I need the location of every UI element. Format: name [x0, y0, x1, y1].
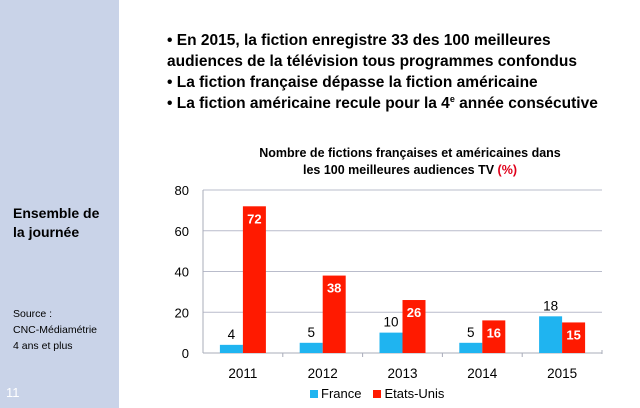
data-label-france: 4	[228, 327, 236, 342]
bullet-text: • La fiction américaine recule pour la 4	[167, 95, 450, 112]
chart-title-line1: Nombre de fictions françaises et américa…	[259, 146, 561, 160]
bar-etats-unis	[242, 206, 266, 353]
source-line: 4 ans et plus	[13, 340, 73, 352]
data-label-etats-unis: 16	[487, 325, 501, 340]
bullet-line: audiences de la télévision tous programm…	[167, 53, 577, 70]
bar-etats-unis	[562, 322, 586, 353]
bar-etats-unis	[402, 300, 426, 353]
y-tick-label: 80	[175, 183, 189, 198]
bullet-line: • En 2015, la fiction enregistre 33 des …	[167, 32, 551, 49]
chart-title-unit: (%)	[497, 163, 517, 177]
sidebar-heading-line2: la journée	[13, 224, 80, 240]
y-tick-label: 0	[182, 346, 189, 361]
bullet-line: • La fiction française dépasse la fictio…	[167, 74, 538, 91]
chart-title-line2: les 100 meilleures audiences TV (%)	[190, 162, 630, 179]
bar-france	[459, 342, 483, 353]
bullet-list: • En 2015, la fiction enregistre 33 des …	[167, 30, 598, 114]
legend-swatch-france	[310, 389, 318, 398]
sidebar-heading: Ensemble de la journée	[13, 204, 117, 242]
x-tick-label: 2011	[228, 366, 257, 381]
chart-title-text: les 100 meilleures audiences TV	[302, 163, 495, 177]
chart-title: Nombre de fictions françaises et américa…	[190, 145, 630, 179]
bar-etats-unis	[482, 320, 506, 353]
legend-swatch-etats-unis	[373, 389, 382, 398]
x-tick-label: 2015	[547, 366, 577, 381]
data-label-etats-unis: 72	[247, 211, 261, 226]
y-tick-label: 60	[175, 224, 189, 239]
source-line: CNC-Médiamétrie	[13, 324, 98, 336]
source-line: Source :	[13, 308, 53, 320]
y-tick-label: 20	[175, 305, 189, 320]
bullet-superscript: e	[449, 93, 455, 104]
slide-number: 11	[6, 385, 20, 400]
source-note: Source : CNC-Médiamétrie 4 ans et plus	[13, 306, 97, 354]
sidebar: Ensemble de la journée Source : CNC-Médi…	[0, 0, 119, 408]
x-tick-label: 2012	[308, 366, 338, 381]
x-tick-label: 2013	[387, 366, 417, 381]
data-label-etats-unis: 38	[327, 281, 341, 296]
data-label-france: 5	[307, 325, 315, 340]
legend-label-etats-unis: Etats-Unis	[384, 386, 445, 401]
bar-france	[379, 332, 403, 353]
bar-france	[539, 316, 563, 353]
bar-etats-unis	[322, 275, 346, 353]
y-tick-label: 40	[175, 265, 189, 280]
legend-item-etats-unis: Etats-Unis	[373, 386, 444, 401]
legend-label-france: France	[321, 386, 362, 401]
legend-item-france: France	[310, 386, 361, 401]
data-label-etats-unis: 15	[566, 327, 580, 342]
data-label-france: 18	[543, 298, 558, 313]
bullet-line: • La fiction américaine recule pour la 4…	[167, 93, 598, 114]
bar-france	[299, 342, 323, 353]
data-label-france: 5	[467, 325, 475, 340]
sidebar-heading-line1: Ensemble de	[13, 205, 100, 221]
bar-france	[219, 344, 243, 353]
bullet-text: année consécutive	[454, 95, 598, 112]
data-label-france: 10	[383, 315, 398, 330]
data-label-etats-unis: 26	[407, 305, 421, 320]
chart-legend: France Etats-Unis	[310, 386, 456, 401]
x-tick-label: 2014	[467, 366, 498, 381]
